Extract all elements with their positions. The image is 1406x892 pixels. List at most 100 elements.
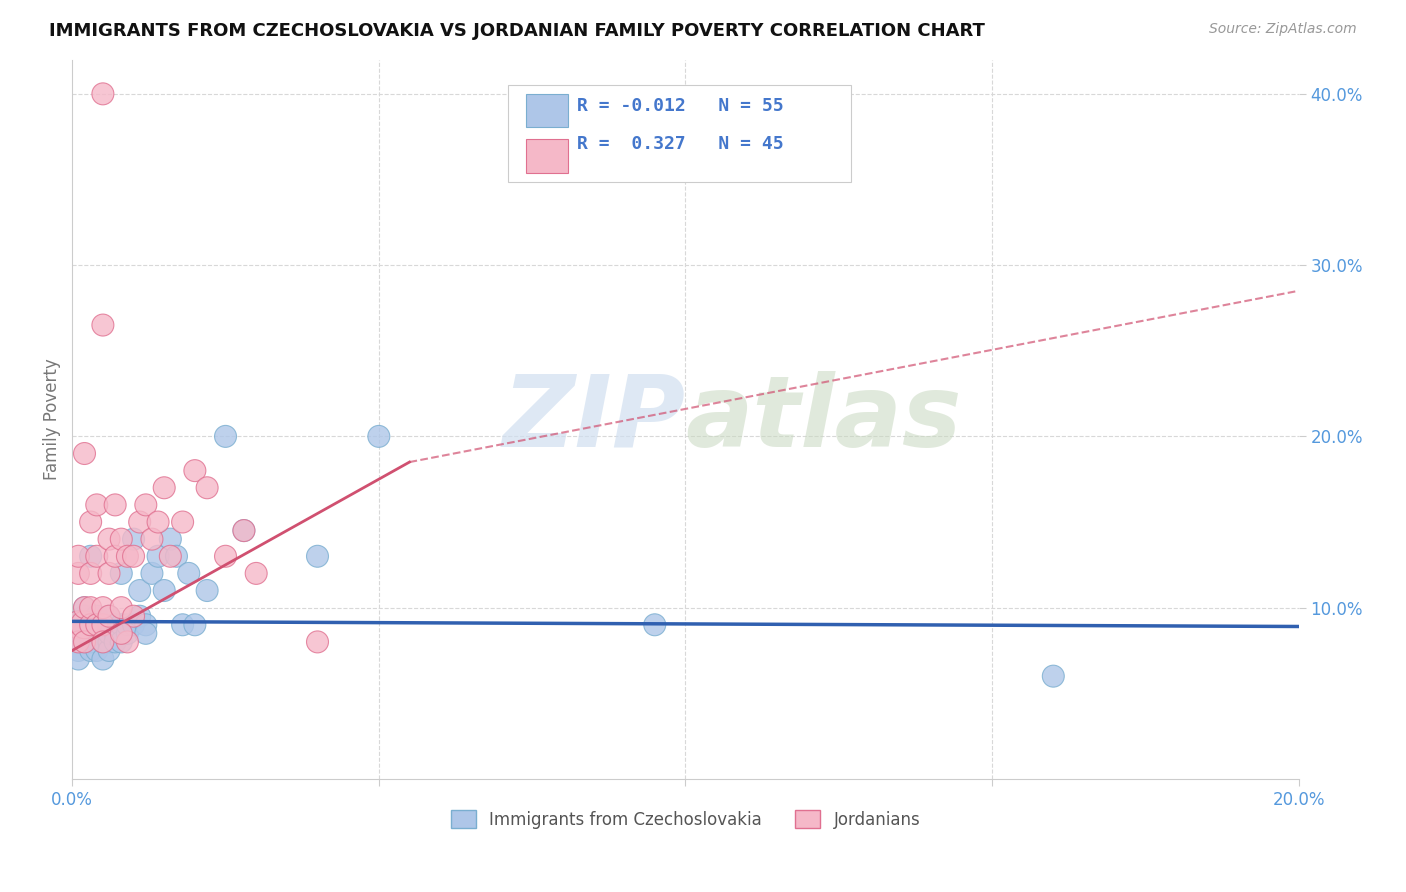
Point xyxy=(67,626,90,640)
Point xyxy=(159,549,181,564)
Text: atlas: atlas xyxy=(685,371,962,467)
Point xyxy=(86,626,108,640)
Point xyxy=(73,626,96,640)
Point xyxy=(79,566,101,581)
Point xyxy=(91,652,114,666)
Point xyxy=(307,549,329,564)
Point xyxy=(644,617,666,632)
Point xyxy=(73,635,96,649)
Point xyxy=(79,549,101,564)
FancyBboxPatch shape xyxy=(508,85,851,182)
Point xyxy=(159,532,181,546)
Point xyxy=(104,617,127,632)
Point xyxy=(86,643,108,657)
Point xyxy=(195,583,218,598)
Point xyxy=(135,617,157,632)
Point xyxy=(73,617,96,632)
Text: R =  0.327   N = 45: R = 0.327 N = 45 xyxy=(578,135,785,153)
FancyBboxPatch shape xyxy=(526,139,568,172)
Point xyxy=(67,635,90,649)
Point xyxy=(104,549,127,564)
Point xyxy=(110,626,132,640)
Point xyxy=(245,566,267,581)
Point xyxy=(146,549,169,564)
Point xyxy=(128,515,150,529)
Point xyxy=(79,617,101,632)
Point xyxy=(91,318,114,332)
Point xyxy=(104,626,127,640)
Point xyxy=(91,617,114,632)
Point xyxy=(122,532,145,546)
Point xyxy=(67,617,90,632)
Point xyxy=(117,635,139,649)
Y-axis label: Family Poverty: Family Poverty xyxy=(44,359,60,480)
Point xyxy=(67,635,90,649)
Legend: Immigrants from Czechoslovakia, Jordanians: Immigrants from Czechoslovakia, Jordania… xyxy=(444,804,927,835)
Point xyxy=(367,429,389,443)
Text: ZIP: ZIP xyxy=(502,371,685,467)
Text: Source: ZipAtlas.com: Source: ZipAtlas.com xyxy=(1209,22,1357,37)
Point xyxy=(307,635,329,649)
Point xyxy=(135,626,157,640)
Point xyxy=(98,532,121,546)
Point xyxy=(91,635,114,649)
Point xyxy=(98,566,121,581)
Point xyxy=(232,524,254,538)
Point xyxy=(73,600,96,615)
Point xyxy=(214,549,236,564)
Point xyxy=(110,532,132,546)
Point xyxy=(86,549,108,564)
Point xyxy=(91,617,114,632)
Point xyxy=(1042,669,1064,683)
Point xyxy=(79,635,101,649)
Point xyxy=(73,446,96,460)
Point xyxy=(110,600,132,615)
Point xyxy=(86,609,108,624)
Point xyxy=(91,600,114,615)
Point xyxy=(98,643,121,657)
Point xyxy=(117,549,139,564)
Point xyxy=(67,652,90,666)
FancyBboxPatch shape xyxy=(526,95,568,128)
Point xyxy=(110,617,132,632)
Point xyxy=(110,566,132,581)
Text: IMMIGRANTS FROM CZECHOSLOVAKIA VS JORDANIAN FAMILY POVERTY CORRELATION CHART: IMMIGRANTS FROM CZECHOSLOVAKIA VS JORDAN… xyxy=(49,22,986,40)
Point xyxy=(166,549,188,564)
Point xyxy=(153,583,176,598)
Point xyxy=(128,583,150,598)
Point xyxy=(86,498,108,512)
Point xyxy=(67,617,90,632)
Point xyxy=(172,515,194,529)
Point xyxy=(104,635,127,649)
Point xyxy=(177,566,200,581)
Point xyxy=(104,498,127,512)
Point xyxy=(122,617,145,632)
Point xyxy=(73,609,96,624)
Point xyxy=(86,617,108,632)
Point xyxy=(86,617,108,632)
Point xyxy=(73,617,96,632)
Point xyxy=(91,626,114,640)
Point xyxy=(67,566,90,581)
Point xyxy=(73,600,96,615)
Point xyxy=(117,626,139,640)
Point xyxy=(117,617,139,632)
Point xyxy=(128,609,150,624)
Point xyxy=(98,609,121,624)
Point xyxy=(232,524,254,538)
Point xyxy=(67,549,90,564)
Text: R = -0.012   N = 55: R = -0.012 N = 55 xyxy=(578,97,785,115)
Point xyxy=(98,609,121,624)
Point xyxy=(146,515,169,529)
Point xyxy=(122,549,145,564)
Point xyxy=(195,481,218,495)
Point xyxy=(98,626,121,640)
Point xyxy=(98,635,121,649)
Point xyxy=(184,617,207,632)
Point xyxy=(67,643,90,657)
Point xyxy=(91,87,114,101)
Point xyxy=(122,609,145,624)
Point xyxy=(141,532,163,546)
Point xyxy=(153,481,176,495)
Point xyxy=(135,498,157,512)
